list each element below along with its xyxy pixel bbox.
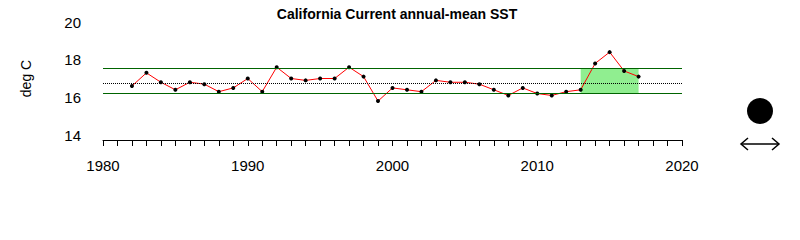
svg-text:1990: 1990 — [231, 157, 264, 174]
svg-text:deg C: deg C — [18, 60, 34, 97]
svg-text:1980: 1980 — [86, 157, 119, 174]
svg-text:2000: 2000 — [376, 157, 409, 174]
svg-text:California Current annual-mean: California Current annual-mean SST — [277, 6, 518, 22]
svg-text:2010: 2010 — [521, 157, 554, 174]
svg-text:14: 14 — [64, 127, 81, 144]
svg-text:20: 20 — [64, 14, 81, 31]
svg-text:18: 18 — [64, 51, 81, 68]
svg-text:16: 16 — [64, 89, 81, 106]
svg-text:2020: 2020 — [665, 157, 698, 174]
